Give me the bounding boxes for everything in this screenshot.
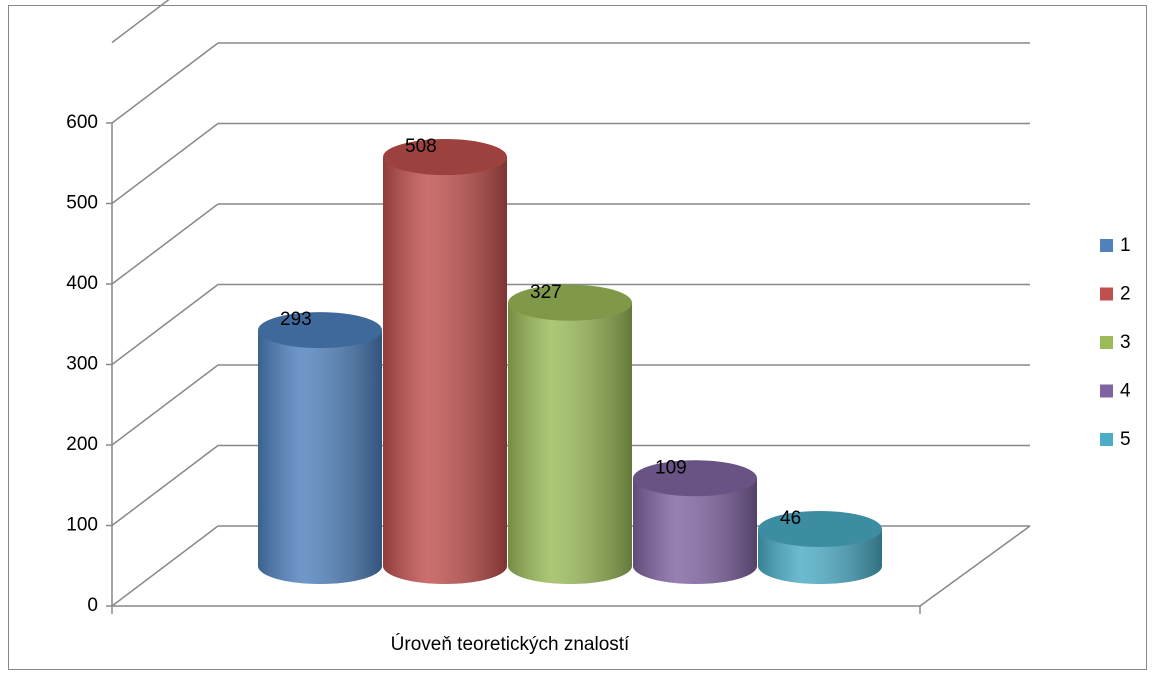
legend-label: 4 <box>1120 381 1131 402</box>
legend-swatch <box>1100 287 1113 301</box>
legend-swatch <box>1100 433 1113 446</box>
y-tick-label: 0 <box>87 595 98 616</box>
value-label: 46 <box>780 508 801 529</box>
y-tick-label: 300 <box>66 354 98 375</box>
legend-label: 2 <box>1120 284 1131 305</box>
value-label: 327 <box>530 282 562 303</box>
legend-swatch <box>1100 239 1113 252</box>
y-tick-label: 500 <box>66 193 98 214</box>
cylinder <box>633 460 757 584</box>
cylinder <box>258 312 382 584</box>
x-category-label: Úroveň teoretických znalostí <box>391 633 630 655</box>
grid-line <box>111 0 170 44</box>
grid-line <box>111 203 219 285</box>
grid-line <box>111 364 219 446</box>
cylinder <box>508 284 632 584</box>
y-tick-label: 600 <box>66 112 98 133</box>
value-label: 508 <box>405 136 437 157</box>
legend-label: 3 <box>1120 332 1131 353</box>
grid-line <box>111 283 219 366</box>
floor-edge <box>919 525 1031 607</box>
legend-label: 1 <box>1120 235 1131 256</box>
cylinder <box>383 139 507 584</box>
grid-line <box>111 444 219 527</box>
cylinder <box>758 510 882 584</box>
grid-line <box>111 525 219 607</box>
grid-line <box>111 122 219 205</box>
legend-label: 5 <box>1120 429 1131 450</box>
y-tick-label: 200 <box>66 434 98 455</box>
value-label: 293 <box>280 309 312 330</box>
grid-line <box>111 42 219 124</box>
y-tick-label: 100 <box>66 515 98 536</box>
legend-swatch <box>1100 336 1113 349</box>
legend-swatch <box>1100 384 1113 398</box>
y-tick-label: 400 <box>66 273 98 294</box>
value-label: 109 <box>655 457 687 478</box>
